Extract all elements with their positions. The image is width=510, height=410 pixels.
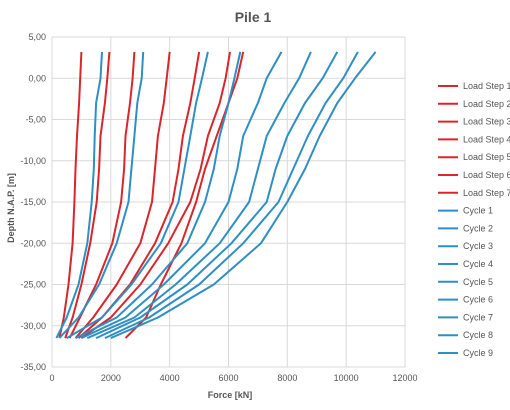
legend-label-cycle-2: Cycle 2 (463, 223, 493, 233)
legend-label-load-step-4: Load Step 4 (463, 134, 510, 144)
series-line-cycle-6 (86, 51, 312, 340)
x-tick-label: 10000 (334, 373, 359, 383)
legend: Load Step 1 Load Step 2 Load Step 3 Load St… (438, 81, 510, 358)
legend-label-cycle-3: Cycle 3 (463, 241, 493, 251)
series-line-cycle-4 (75, 51, 242, 339)
y-tick-label: -20,00 (20, 238, 46, 248)
series-line-load-step-3 (74, 51, 171, 339)
legend-label-load-step-5: Load Step 5 (463, 152, 510, 162)
y-tick-label: -15,00 (20, 197, 46, 207)
y-tick-label: 5,00 (28, 32, 46, 42)
y-tick-label: -5,00 (25, 115, 46, 125)
legend-label-cycle-1: Cycle 1 (463, 206, 493, 216)
series-line-cycle-8 (104, 51, 359, 340)
y-tick-label: 0,00 (28, 73, 46, 83)
x-tick-label: 4000 (160, 373, 180, 383)
y-tick-label: -35,00 (20, 362, 46, 372)
series-line-cycle-9 (110, 51, 377, 340)
legend-label-cycle-9: Cycle 9 (463, 348, 493, 358)
series-line-cycle-7 (95, 51, 339, 340)
series-lines (55, 51, 377, 340)
series-line-cycle-3 (66, 51, 209, 339)
x-axis-title: Force [kN] (208, 390, 253, 400)
x-tick-label: 12000 (392, 373, 417, 383)
x-tick-label: 6000 (218, 373, 238, 383)
legend-label-cycle-5: Cycle 5 (463, 277, 493, 287)
legend-label-cycle-4: Cycle 4 (463, 259, 493, 269)
legend-label-cycle-7: Cycle 7 (463, 312, 493, 322)
x-tick-label: 0 (49, 373, 54, 383)
tick-labels: 5,00 0,00 -5,00 -10,00 -15,00 -20,00 -25,00 -30… (20, 32, 417, 383)
legend-label-cycle-6: Cycle 6 (463, 295, 493, 305)
legend-label-cycle-8: Cycle 8 (463, 330, 493, 340)
y-axis-title: Depth N.A.P. [m] (6, 173, 16, 243)
series-line-load-step-2 (64, 51, 111, 339)
legend-label-load-step-3: Load Step 3 (463, 117, 510, 127)
series-line-cycle-1 (55, 51, 103, 339)
series-line-load-step-1 (58, 51, 83, 339)
legend-label-load-step-7: Load Step 7 (463, 188, 510, 198)
legend-label-load-step-6: Load Step 6 (463, 170, 510, 180)
y-tick-label: -10,00 (20, 156, 46, 166)
series-line-cycle-5 (80, 51, 283, 340)
series-line-cycle-2 (58, 51, 145, 339)
x-tick-label: 2000 (101, 373, 121, 383)
legend-label-load-step-2: Load Step 2 (463, 99, 510, 109)
y-tick-label: -30,00 (20, 321, 46, 331)
x-tick-label: 8000 (277, 373, 297, 383)
y-tick-label: -25,00 (20, 280, 46, 290)
chart-title: Pile 1 (235, 9, 272, 25)
legend-label-load-step-1: Load Step 1 (463, 81, 510, 91)
series-line-load-step-6 (80, 51, 231, 339)
